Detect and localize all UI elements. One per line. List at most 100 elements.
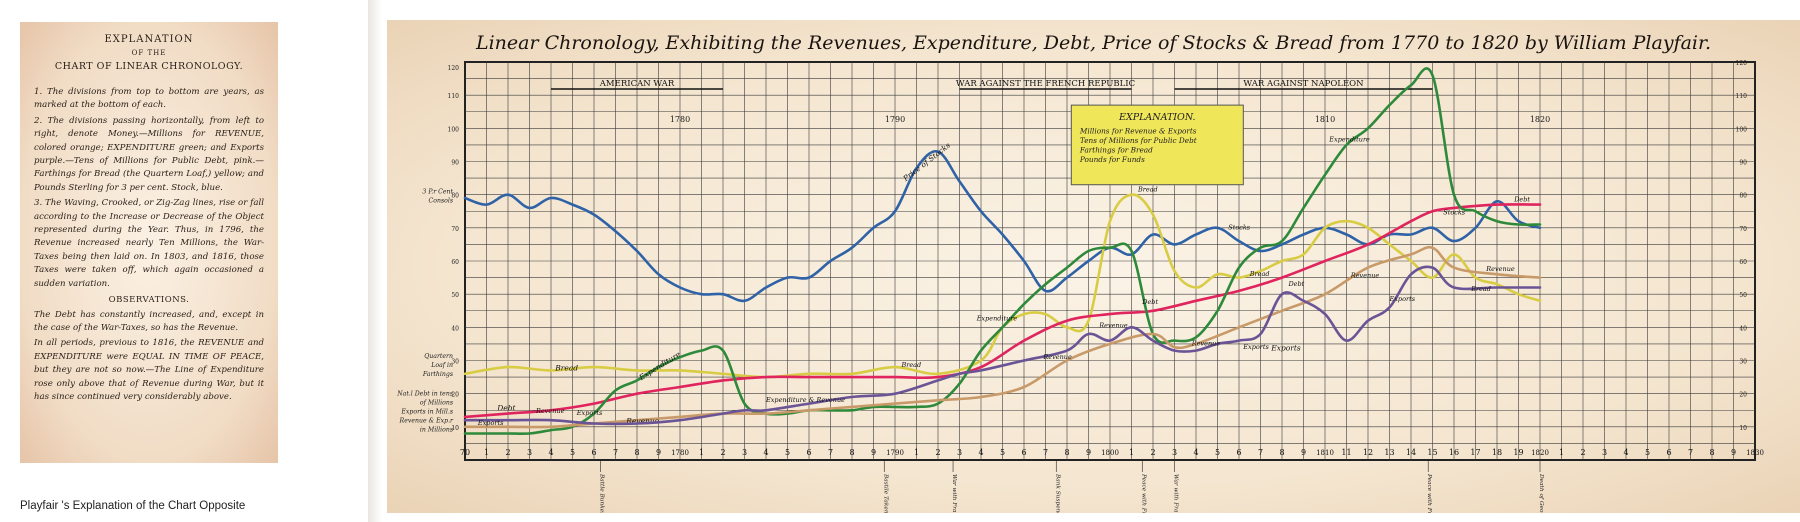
- x-tick-label: 7: [1688, 448, 1693, 457]
- inline-label: Expenditure: [976, 315, 1018, 323]
- y-tick-label-left: 40: [451, 325, 459, 332]
- explanation-box: [1070, 104, 1244, 186]
- explanation-box-line: Tens of Millions for Public Debt: [1080, 136, 1197, 145]
- x-tick-label: 9: [656, 448, 661, 457]
- event-label: Death of George III: [1538, 473, 1544, 513]
- x-tick-label: 11: [1341, 448, 1351, 457]
- top-year-label: 1790: [885, 115, 905, 124]
- y-tick-label-left: 30: [451, 359, 459, 366]
- x-tick-label: 1830: [1746, 449, 1764, 457]
- y-tick-label-right: 40: [1739, 325, 1747, 332]
- x-tick-label: 15: [1427, 448, 1437, 457]
- y-tick-label-right: 100: [1736, 126, 1748, 133]
- x-tick-label: 4: [763, 448, 768, 457]
- x-tick-label: 16: [1449, 448, 1459, 457]
- war-period-label: WAR AGAINST NAPOLEON: [1243, 79, 1364, 89]
- inline-label: Debt: [1141, 298, 1158, 306]
- left-axis-note: of Millions: [420, 400, 453, 407]
- series-label-bread: Bread: [554, 363, 578, 372]
- x-tick-label: 3: [957, 448, 962, 457]
- x-tick-label: 1: [484, 448, 489, 457]
- x-tick-label: 7: [613, 448, 618, 457]
- y-tick-label-right: 90: [1739, 160, 1747, 167]
- y-tick-label-right: 10: [1739, 425, 1747, 432]
- x-tick-label: 14: [1406, 448, 1416, 457]
- explanation-box-line: Farthings for Bread: [1079, 145, 1153, 154]
- top-year-label: 1810: [1315, 115, 1335, 124]
- y-tick-label-left: 110: [448, 93, 460, 100]
- left-axis-note: Loaf in: [430, 362, 453, 369]
- inline-label: Exports: [576, 409, 603, 417]
- left-axis-note: 3 P.r Cent: [422, 188, 453, 195]
- explanation-page: EXPLANATION OF THE CHART OF LINEAR CHRON…: [0, 0, 375, 522]
- top-year-label: 1780: [670, 115, 690, 124]
- x-tick-label: 9: [1731, 448, 1736, 457]
- inline-label: Revenue: [1191, 340, 1221, 348]
- x-tick-label: 5: [1215, 448, 1220, 457]
- x-tick-label: 1: [699, 448, 704, 457]
- x-tick-label: 8: [634, 448, 639, 457]
- series-line-revenue: [463, 245, 1542, 429]
- inline-label: Bread: [1470, 285, 1491, 293]
- explanation-subheading: CHART OF LINEAR CHRONOLOGY.: [54, 61, 244, 72]
- series-line-price-of-stocks: [463, 149, 1542, 303]
- observation-paragraph: The Debt has constantly increased, and, …: [34, 309, 264, 333]
- left-axis-note: Quartern: [424, 353, 453, 360]
- inline-label: Exports: [1389, 295, 1416, 303]
- x-tick-label: 6: [1021, 448, 1026, 457]
- series-label-exports: Exports: [1270, 344, 1301, 353]
- explanation-box-line: Millions for Revenue & Exports: [1079, 126, 1197, 135]
- event-label: Peace with France: [1426, 473, 1432, 513]
- x-tick-label: 6: [1236, 448, 1241, 457]
- y-tick-label-right: 30: [1739, 359, 1747, 366]
- x-tick-label: 5: [1000, 448, 1005, 457]
- y-tick-label-right: 60: [1739, 259, 1747, 266]
- x-tick-label: 1820: [1531, 449, 1549, 457]
- explanation-paragraph: 2. The divisions passing horizontally, f…: [34, 115, 264, 193]
- series-label-debt: Debt: [496, 403, 516, 412]
- y-tick-label-right: 80: [1739, 193, 1747, 200]
- chart-page: Linear Chronology, Exhibiting the Revenu…: [387, 20, 1800, 513]
- x-tick-label: 1: [1559, 448, 1564, 457]
- event-label: Bastile Taken: [882, 473, 888, 513]
- x-tick-label: 7: [1043, 448, 1048, 457]
- page-caption: Playfair 's Explanation of the Chart Opp…: [20, 500, 246, 512]
- x-tick-label: 1780: [671, 449, 689, 457]
- y-tick-label-right: 50: [1739, 292, 1747, 299]
- x-tick-label: 19: [1513, 448, 1523, 457]
- explanation-box-line: Pounds for Funds: [1079, 155, 1145, 164]
- observation-paragraph: In all periods, previous to 1816, the RE…: [34, 338, 264, 402]
- explanation-card: EXPLANATION OF THE CHART OF LINEAR CHRON…: [20, 22, 278, 463]
- x-tick-label: 3: [1602, 448, 1607, 457]
- y-tick-label-left: 90: [451, 160, 459, 167]
- x-tick-label: 3: [1172, 448, 1177, 457]
- event-label: Battle Bunkers Hill: [598, 473, 604, 513]
- series-line-bread: [463, 193, 1542, 379]
- inline-label: Revenue: [535, 407, 565, 415]
- explanation-paragraph: 1. The divisions from top to bottom are …: [34, 87, 264, 111]
- explanation-heading: EXPLANATION: [104, 34, 194, 45]
- x-tick-label: 6: [806, 448, 811, 457]
- y-tick-label-right: 20: [1739, 392, 1747, 399]
- left-axis-note: Farthings: [422, 371, 453, 378]
- series-label-price-of-stocks: Price of Stocks: [901, 141, 952, 184]
- y-tick-label-left: 50: [451, 292, 459, 299]
- inline-label: Exports: [477, 419, 504, 427]
- x-tick-label: 2: [935, 448, 940, 457]
- x-tick-label: 3: [742, 448, 747, 457]
- inline-label: Bread: [1137, 185, 1158, 193]
- x-tick-label: 12: [1363, 448, 1373, 457]
- x-tick-label: 9: [1301, 448, 1306, 457]
- x-tick-label: 2: [1580, 448, 1585, 457]
- y-tick-label-left: 20: [451, 392, 459, 399]
- x-tick-label: 5: [1645, 448, 1650, 457]
- x-tick-label: 5: [570, 448, 575, 457]
- x-tick-label: 1: [914, 448, 919, 457]
- x-tick-label: 7: [1258, 448, 1263, 457]
- explanation-box-title: EXPLANATION.: [1118, 112, 1196, 123]
- y-tick-label-left: 70: [451, 226, 459, 233]
- y-tick-label-right: 70: [1739, 226, 1747, 233]
- x-tick-label: 5: [785, 448, 790, 457]
- left-axis-note: in Millions: [420, 427, 453, 434]
- x-tick-label: 8: [849, 448, 854, 457]
